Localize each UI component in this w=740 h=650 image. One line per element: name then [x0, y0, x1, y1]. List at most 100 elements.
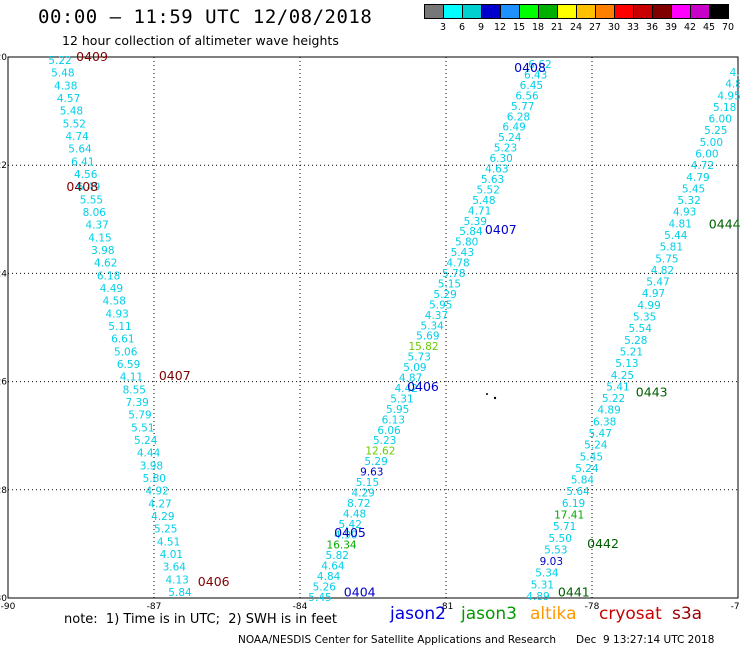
wave-height-value: 5.71	[553, 521, 576, 533]
wave-height-value: 5.28	[624, 335, 647, 347]
wave-height-value: 6.49	[502, 122, 525, 134]
wave-height-value: 4.13	[165, 574, 188, 586]
satellite-jason3: jason3	[461, 604, 517, 624]
wave-height-value: 4.38	[54, 80, 77, 92]
wave-height-value: 5.13	[615, 358, 638, 370]
pass-label: 0406	[198, 574, 230, 589]
wave-height-value: 5.22	[602, 393, 625, 405]
wave-height-value: 8.72	[347, 498, 370, 510]
wave-height-value: 5.15	[356, 477, 379, 489]
wave-height-value: 5.84	[459, 226, 483, 238]
lat-tick-label: -26	[0, 378, 7, 388]
legend-label: 30	[607, 22, 621, 33]
wave-height-value: 5.34	[420, 320, 444, 332]
wave-height-value: 3.98	[91, 245, 114, 257]
wave-height-value: 6.62	[528, 59, 551, 71]
wave-height-value: 17.41	[554, 509, 584, 521]
wave-height-value: 5.63	[481, 174, 504, 186]
wave-height-value: 6.00	[709, 114, 732, 126]
wave-height-value: 5.50	[549, 533, 572, 545]
wave-height-value: 5.31	[531, 579, 554, 591]
wave-height-value: 6.28	[507, 111, 530, 123]
pass-label: 0407	[485, 222, 517, 237]
wave-height-value: 4.29	[351, 487, 374, 499]
wave-height-value: 5.24	[134, 435, 158, 447]
lon-tick-label: -81	[439, 602, 454, 612]
wave-height-value: 5.11	[108, 321, 131, 333]
wave-height-value: 4.89	[526, 591, 549, 603]
wave-height-value: 5.54	[629, 323, 653, 335]
wave-height-value: 3.98	[140, 460, 163, 472]
wave-height-value: 5.75	[655, 253, 678, 265]
legend-label: 36	[645, 22, 659, 33]
wave-height-value: 4.51	[157, 536, 180, 548]
wave-height-value: 4.79	[686, 172, 709, 184]
wave-height-value: 9.63	[360, 467, 383, 479]
pass-label: 0404	[344, 585, 376, 600]
legend-label: 70	[721, 22, 735, 33]
wave-height-value: 5.39	[464, 216, 487, 228]
wave-height-value: 5.42	[339, 519, 362, 531]
wave-height-value: 5.34	[535, 568, 559, 580]
wave-height-value: 6.38	[593, 416, 616, 428]
lat-tick-label: -22	[0, 161, 7, 171]
wave-height-value: 4.74	[65, 131, 89, 143]
wave-height-value: 5.09	[403, 362, 426, 374]
lon-tick-label: -87	[147, 602, 162, 612]
wave-height-value: 4.37	[85, 220, 108, 232]
wave-height-value: 5.55	[80, 194, 103, 206]
satellite-altika: altika	[530, 604, 577, 624]
footnote: note: 1) Time is in UTC; 2) SWH is in fe…	[64, 612, 337, 627]
legend-label: 21	[550, 22, 564, 33]
wave-height-value: 3.64	[163, 562, 187, 574]
wave-height-value: 6.43	[524, 69, 547, 81]
satellite-s3a: s3a	[672, 604, 703, 624]
wave-height-value: 4.8	[725, 79, 740, 91]
wave-height-value: 5.32	[677, 195, 700, 207]
wave-height-value: 4.48	[343, 508, 366, 520]
map-frame	[7, 56, 739, 599]
legend-label: 24	[569, 22, 583, 33]
map-subtitle: 12 hour collection of altimeter wave hei…	[62, 33, 339, 48]
wave-height-value: 4.71	[468, 205, 491, 217]
wave-height-value: 5.24	[584, 440, 608, 452]
wave-height-value: 6.41	[71, 156, 94, 168]
wave-height-value: 5.47	[646, 277, 669, 289]
wave-height-value: 4.81	[669, 218, 692, 230]
wave-height-value: 15.82	[408, 341, 438, 353]
wave-height-value: 5.52	[63, 118, 86, 130]
wave-height-value: 6.45	[520, 80, 543, 92]
wave-height-value: 4.92	[145, 486, 168, 498]
wave-height-value: 5.24	[575, 463, 599, 475]
wave-height-value: 5.79	[128, 410, 151, 422]
pass-label: 0407	[159, 368, 191, 383]
wave-height-value: 4.93	[673, 207, 696, 219]
wave-height-value: 5.82	[326, 550, 349, 562]
wave-height-value: 5.80	[143, 473, 166, 485]
wave-height-value: 5.31	[390, 393, 413, 405]
pass-label: 0405	[334, 525, 366, 540]
credit-line: NOAA/NESDIS Center for Satellite Applica…	[238, 634, 715, 646]
wave-height-value: 5.84	[571, 475, 595, 487]
pass-label: 0406	[407, 379, 439, 394]
pass-label: 0409	[76, 49, 108, 64]
wave-height-value: 5.48	[51, 68, 74, 80]
wave-height-value: 6.00	[695, 149, 718, 161]
wave-height-value: 5.64	[566, 486, 590, 498]
wave-height-value: 5.44	[664, 230, 688, 242]
lat-tick-label: -20	[0, 53, 7, 63]
wave-height-value: 6.30	[489, 153, 512, 165]
wave-height-value: 5.53	[544, 544, 567, 556]
wave-height-value: 6.56	[515, 90, 539, 102]
wave-height-value: 5.45	[308, 592, 331, 604]
wave-height-value: 5.51	[131, 422, 154, 434]
wave-height-value: 6.49	[77, 182, 100, 194]
legend-swatch	[709, 4, 729, 19]
wave-height-value: 5.47	[589, 428, 612, 440]
wave-height-value: 4.95	[717, 90, 740, 102]
wave-height-value: 9.03	[540, 556, 563, 568]
wave-height-value: 5.84	[168, 587, 192, 599]
wave-height-value: 4.29	[151, 511, 174, 523]
wave-height-value: 5.23	[373, 435, 396, 447]
